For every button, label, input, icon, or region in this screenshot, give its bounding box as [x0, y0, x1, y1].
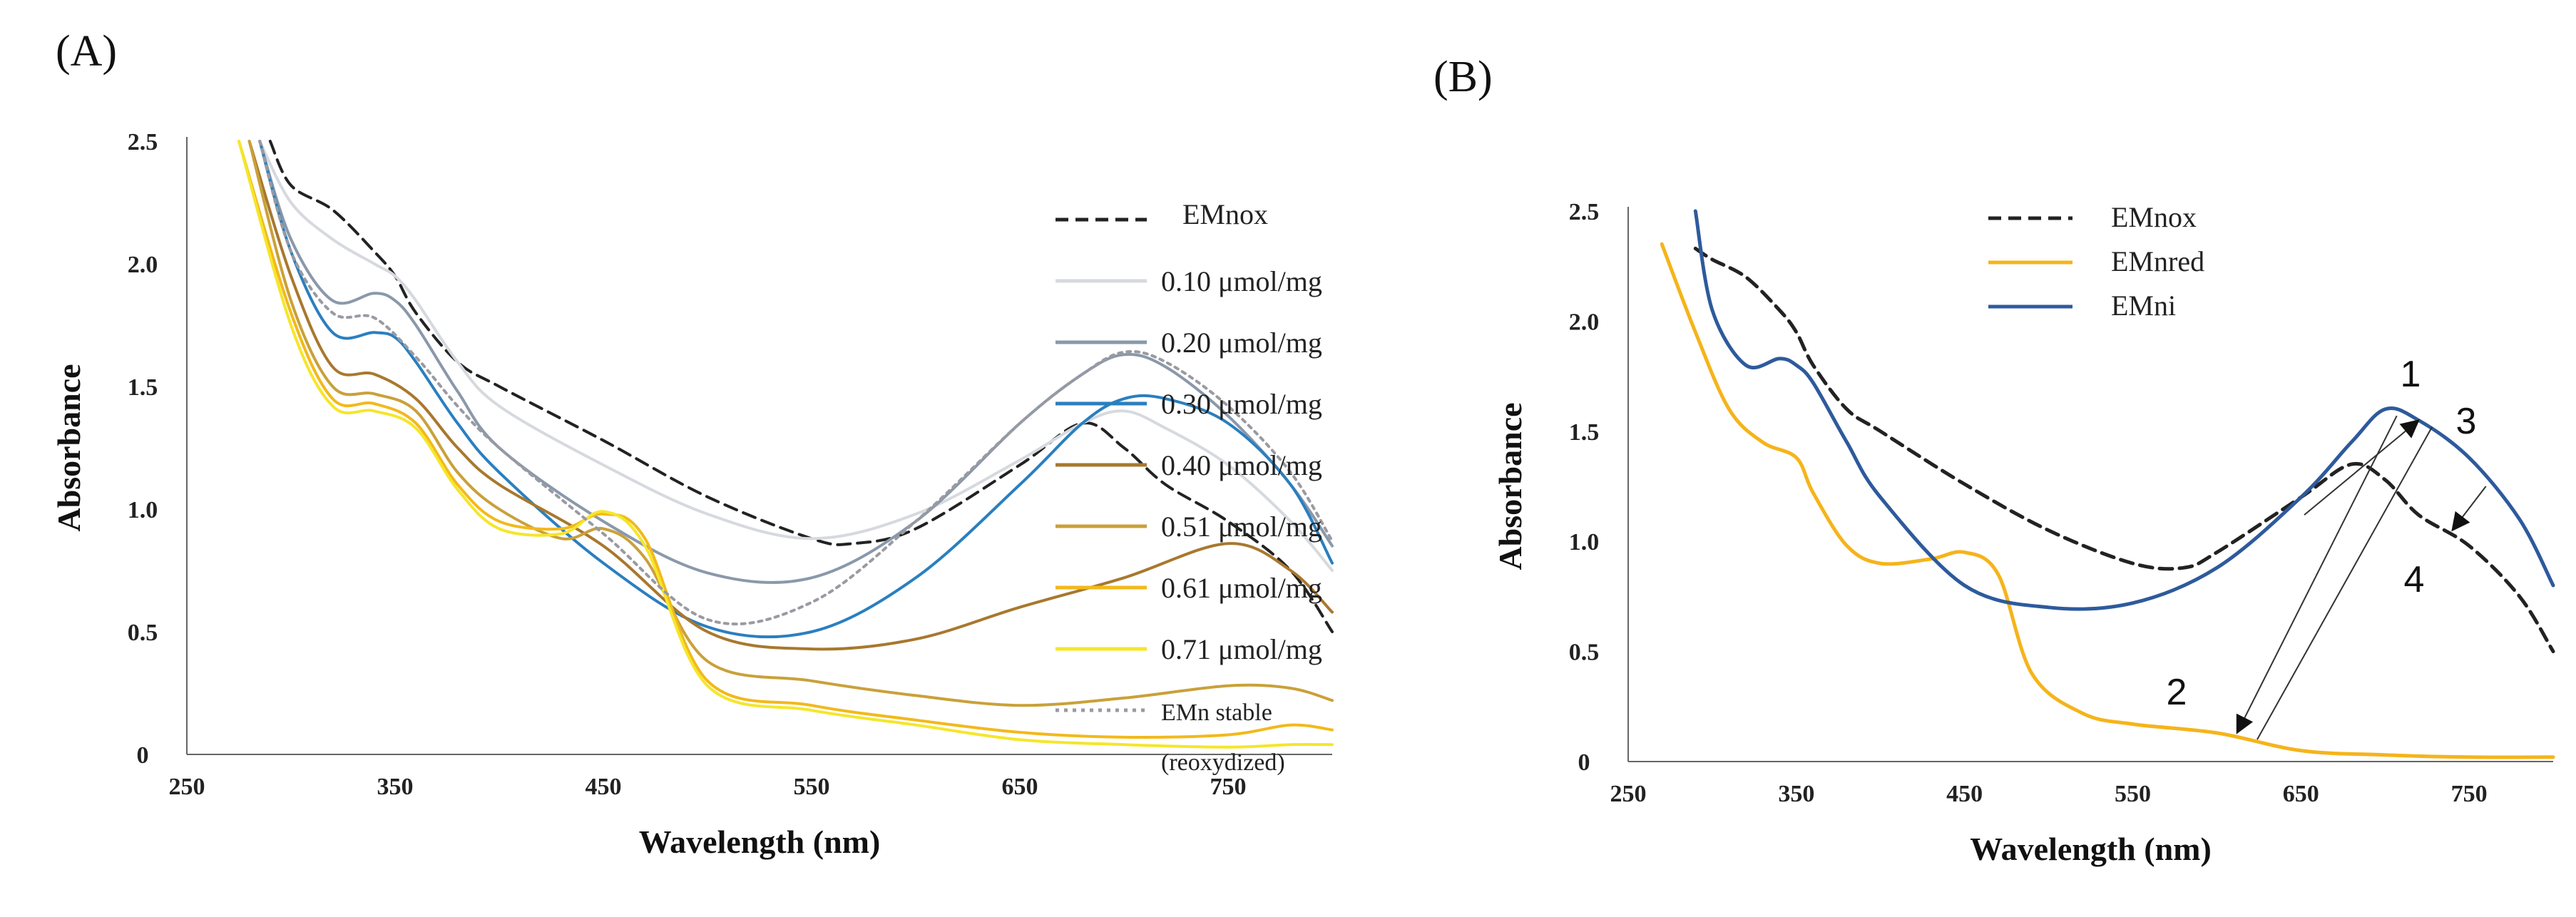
panel-b-x-axis-title: Wavelength (nm) [1970, 831, 2212, 867]
x-tick-label: 550 [794, 774, 830, 800]
legend-label: 0.61 μmol/mg [1161, 572, 1322, 604]
y-tick-label: 2.5 [128, 129, 158, 155]
legend-label: 0.71 μmol/mg [1161, 633, 1322, 665]
panel-b: (B) 250 350 450 550 650 750 0 0.5 1.0 1.5 2.0 2.5 A… [1433, 53, 2555, 867]
annotation-label: 1 [2401, 354, 2421, 395]
series-line [258, 140, 1334, 639]
panel-a-y-axis-title: Absorbance [51, 364, 87, 531]
panel-b-series [1660, 209, 2555, 759]
panel-label-b: (B) [1433, 53, 1493, 101]
legend-label: EMnred [2111, 245, 2204, 277]
panel-b-annotations: 1 2 3 4 [2167, 354, 2477, 713]
y-tick-label: 1.0 [128, 497, 158, 523]
y-tick-label: 2.5 [1569, 199, 1600, 225]
y-tick-label: 0 [137, 742, 149, 769]
x-tick-label: 550 [2115, 781, 2151, 807]
series-line [237, 140, 1334, 749]
x-tick-label: 650 [1002, 774, 1038, 800]
series-line [237, 140, 1334, 739]
x-tick-label: 450 [586, 774, 622, 800]
series-line [247, 140, 1334, 707]
x-tick-label: 650 [2283, 781, 2319, 807]
transition-arrow [2256, 426, 2433, 740]
series-line [258, 140, 1334, 584]
x-tick-label: 250 [169, 774, 205, 800]
legend-label: 0.40 μmol/mg [1161, 449, 1322, 481]
series-line [1660, 242, 2555, 759]
panel-label-a: (A) [56, 27, 117, 76]
x-tick-label: 750 [1210, 774, 1247, 800]
x-tick-label: 750 [2451, 781, 2488, 807]
series-line [258, 140, 1334, 626]
x-tick-label: 450 [1946, 781, 1983, 807]
series-line [268, 140, 1334, 633]
transition-arrow [2236, 415, 2398, 734]
series-line [247, 140, 1334, 651]
annotation-label: 3 [2456, 401, 2477, 442]
annotation-label: 2 [2167, 672, 2187, 713]
legend-label: (reoxydized) [1161, 749, 1285, 776]
panel-a-series [237, 140, 1334, 749]
x-tick-label: 250 [1610, 781, 1647, 807]
panel-b-y-axis-title: Absorbance [1492, 402, 1528, 570]
legend-label: 0.10 μmol/mg [1161, 265, 1322, 297]
legend-label: EMni [2111, 290, 2176, 322]
panel-a: (A) 250 350 450 550 650 750 0 0.5 1.0 1.5 2.0 2.5 A… [51, 27, 1334, 860]
y-tick-label: 0 [1578, 749, 1590, 776]
series-line [258, 140, 1334, 572]
legend-label: 0.20 μmol/mg [1161, 327, 1322, 359]
panel-b-arrows [2236, 415, 2487, 740]
legend-label: EMnox [2111, 201, 2197, 233]
y-tick-label: 0.5 [128, 620, 158, 646]
y-tick-label: 1.5 [1569, 419, 1600, 446]
transition-arrow [2451, 486, 2487, 532]
y-tick-label: 2.0 [1569, 309, 1600, 335]
y-tick-label: 0.5 [1569, 640, 1600, 666]
panel-a-axes: 250 350 450 550 650 750 0 0.5 1.0 1.5 2.0 2.5 [128, 129, 1332, 800]
x-tick-label: 350 [377, 774, 414, 800]
transition-arrow [2304, 419, 2420, 516]
y-tick-label: 1.5 [128, 374, 158, 401]
legend-label: 0.30 μmol/mg [1161, 388, 1322, 420]
panel-b-legend: EMnox EMnred EMni [1988, 201, 2204, 322]
panel-b-axes: 250 350 450 550 650 750 0 0.5 1.0 1.5 2.0 2.5 [1569, 199, 2553, 807]
panel-a-x-axis-title: Wavelength (nm) [639, 824, 881, 860]
x-tick-label: 350 [1778, 781, 1814, 807]
series-line [1693, 247, 2555, 654]
panel-a-legend: EMnox 0.10 μmol/mg 0.20 μmol/mg 0.30 μmol/m… [1056, 198, 1322, 776]
legend-label: EMnox [1182, 198, 1268, 230]
legend-label: EMn stable [1161, 700, 1272, 726]
annotation-label: 4 [2404, 559, 2425, 600]
y-tick-label: 1.0 [1569, 529, 1600, 555]
legend-label: 0.51 μmol/mg [1161, 511, 1322, 543]
y-tick-label: 2.0 [128, 252, 158, 278]
